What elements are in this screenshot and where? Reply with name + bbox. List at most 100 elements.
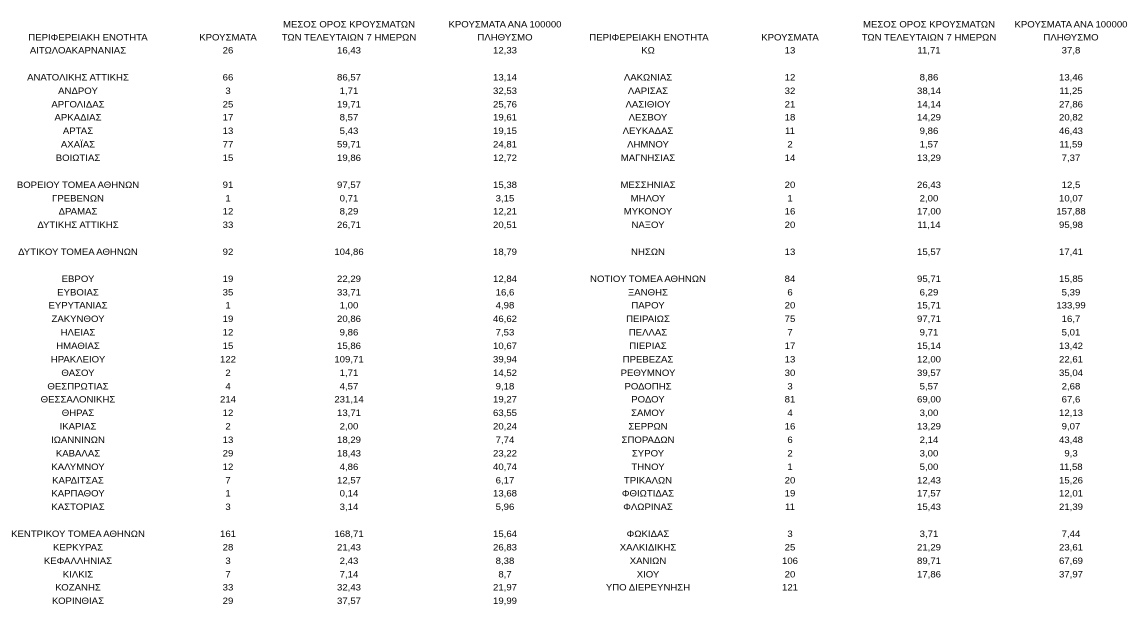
cell-value: 39,57 [917,368,941,379]
cell-value: 8,57 [340,113,359,124]
region-name: ΛΑΚΩΝΙΑΣ [624,72,672,83]
cell-value: 77 [223,140,234,151]
column-header: ΚΡΟΥΣΜΑΤΑ ΑΝΑ 100000 [449,20,562,31]
cell-value: 4 [225,381,231,392]
cell-value: 13 [223,435,234,446]
region-name: ΛΕΣΒΟΥ [629,113,668,124]
cell-value: 5,01 [1062,328,1081,339]
column-header: ΠΕΡΙΦΕΡΕΙΑΚΗ ΕΝΟΤΗΤΑ [28,33,148,44]
cell-value: 75 [785,314,796,325]
cell-value: 95,71 [917,274,941,285]
cell-value: 19,15 [493,126,517,137]
cell-value: 3 [787,381,792,392]
cell-value: 37,8 [1062,46,1081,57]
cell-value: 19,71 [337,99,361,110]
cell-value: 35,04 [1059,368,1084,379]
cell-value: 12 [223,462,234,473]
cell-value: 59,71 [337,140,361,151]
cell-value: 104,86 [334,247,363,258]
cell-value: 13 [223,126,234,137]
cell-value: 13 [785,354,796,365]
cell-value: 5,43 [340,126,359,137]
region-name: ΔΡΑΜΑΣ [59,207,98,218]
cell-value: 19,86 [337,153,361,164]
region-name: ΚΟΖΑΝΗΣ [55,583,101,594]
region-name: ΡΟΔΟΥ [631,395,665,406]
cell-value: 37,97 [1059,569,1083,580]
cell-value: 20 [785,220,796,231]
region-name: ΣΠΟΡΑΔΩΝ [622,435,675,446]
cell-value: 9,86 [340,328,359,339]
cell-value: 8,29 [340,207,359,218]
cell-value: 43,48 [1059,435,1083,446]
region-name: ΛΑΡΙΣΑΣ [628,86,668,97]
cell-value: 15,57 [917,247,941,258]
region-name: ΑΝΑΤΟΛΙΚΗΣ ΑΤΤΙΚΗΣ [27,72,129,83]
region-name: ΚΑΣΤΟΡΙΑΣ [51,502,104,513]
cell-value: 16,7 [1062,314,1081,325]
region-name: ΜΕΣΣΗΝΙΑΣ [620,180,675,191]
cell-value: 19,61 [493,113,517,124]
cell-value: 19 [223,274,234,285]
cell-value: 109,71 [334,354,363,365]
cell-value: 69,00 [917,395,941,406]
cell-value: 20,51 [493,220,517,231]
cell-value: 12 [223,328,234,339]
cell-value: 7 [225,569,230,580]
column-header: ΚΡΟΥΣΜΑΤΑ [761,33,819,44]
cell-value: 10,07 [1059,193,1083,204]
cell-value: 17 [785,341,796,352]
cell-value: 3 [787,529,792,540]
cell-value: 81 [785,395,796,406]
cell-value: 15,64 [493,529,518,540]
cell-value: 231,14 [334,395,364,406]
region-name: ΒΟΙΩΤΙΑΣ [56,153,101,164]
cell-value: 6 [787,435,792,446]
cell-value: 66 [223,72,234,83]
cell-value: 12,01 [1059,489,1083,500]
region-name: ΛΑΣΙΘΙΟΥ [625,99,671,110]
cell-value: 25 [785,542,796,553]
cell-value: 37,57 [337,596,361,607]
cell-value: 29 [223,448,234,459]
cell-value: 33 [223,583,234,594]
region-name: ΠΕΛΛΑΣ [629,328,668,339]
cell-value: 21,39 [1059,502,1083,513]
cell-value: 8,86 [920,72,939,83]
cell-value: 5,39 [1062,287,1081,298]
cell-value: 11,59 [1059,140,1082,151]
cell-value: 15,38 [493,180,517,191]
cell-value: 9,07 [1062,422,1081,433]
cell-value: 3,00 [920,408,939,419]
cell-value: 5,57 [920,381,939,392]
cell-value: 95,98 [1059,220,1083,231]
region-name: ΘΕΣΣΑΛΟΝΙΚΗΣ [41,395,116,406]
cell-value: 13 [785,46,796,57]
region-name: ΖΑΚΥΝΘΟΥ [52,314,106,325]
region-name: ΣΑΜΟΥ [631,408,665,419]
cell-value: 18,79 [493,247,517,258]
cell-value: 2,14 [920,435,939,446]
region-name: ΕΥΒΟΙΑΣ [57,287,99,298]
cell-value: 13,29 [917,422,941,433]
cell-value: 11 [785,126,795,137]
column-header: ΜΕΣΟΣ ΟΡΟΣ ΚΡΟΥΣΜΑΤΩΝ [863,20,995,31]
cell-value: 2,00 [920,193,939,204]
cell-value: 97,57 [337,180,361,191]
cell-value: 92 [223,247,234,258]
region-name: ΗΛΕΙΑΣ [61,328,96,339]
cell-value: 38,14 [917,86,942,97]
region-name: ΦΩΚΙΔΑΣ [627,529,670,540]
region-name: ΝΗΣΩΝ [631,247,665,258]
cell-value: 2 [787,448,792,459]
cell-value: 12,43 [917,475,941,486]
cell-value: 91 [223,180,234,191]
region-name: ΛΗΜΝΟΥ [627,140,669,151]
cell-value: 1,57 [920,140,939,151]
column-header: ΠΛΗΘΥΣΜΟ [477,33,532,44]
cell-value: 6,29 [920,287,939,298]
region-name: ΧΑΛΚΙΔΙΚΗΣ [620,542,677,553]
cell-value: 21 [785,99,796,110]
